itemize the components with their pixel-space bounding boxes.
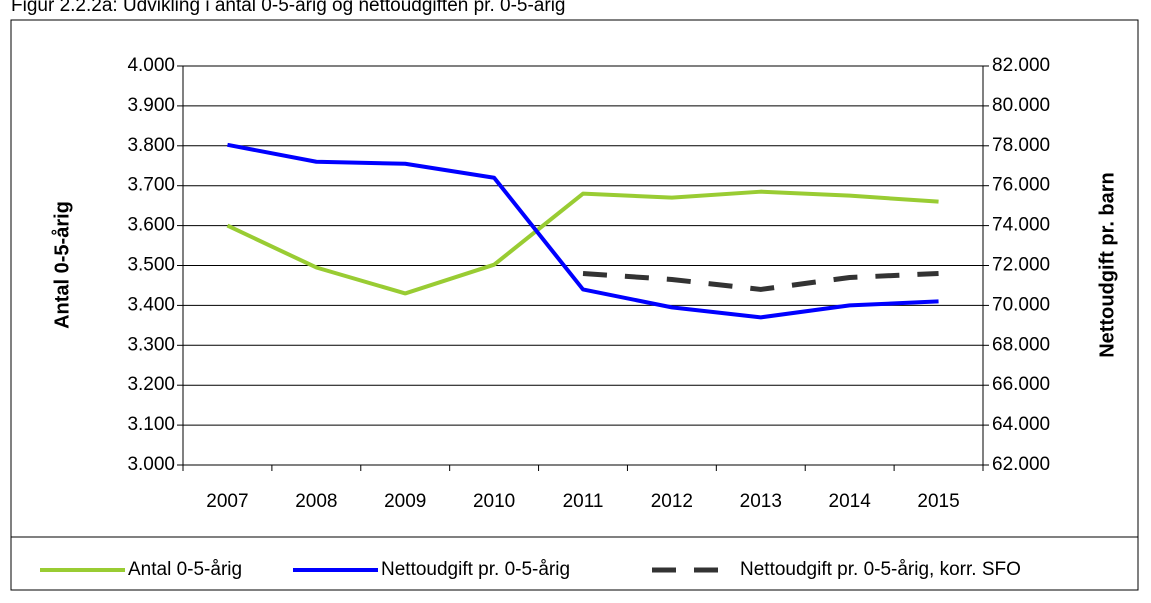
y-tick-label: 3.500: [127, 255, 175, 276]
y2-axis-label: Nettoudgift pr. barn: [1096, 172, 1118, 358]
series-line: [227, 142, 939, 320]
x-tick-label: 2009: [384, 491, 426, 512]
y2-tick-label: 82.000: [992, 55, 1050, 76]
x-tick-label: 2014: [829, 491, 872, 512]
y-tick-label: 3.200: [127, 374, 175, 395]
y-tick-label: 3.600: [127, 215, 175, 236]
y2-tick-label: 78.000: [992, 135, 1050, 156]
y-tick-label: 3.100: [127, 414, 175, 435]
legend-label: Nettoudgift pr. 0-5-årig, korr. SFO: [740, 559, 1021, 580]
x-tick-label: 2013: [740, 491, 782, 512]
y2-tick-label: 68.000: [992, 334, 1050, 355]
x-tick-label: 2010: [473, 491, 515, 512]
series-line: [582, 270, 939, 292]
series-line: [226, 189, 939, 296]
y2-tick-label: 62.000: [992, 454, 1050, 475]
chart-title: Figur 2.2.2a: Udvikling i antal 0-5-årig…: [11, 0, 565, 16]
y2-tick-label: 76.000: [992, 175, 1050, 196]
y-tick-label: 3.000: [127, 454, 175, 475]
y2-tick-label: 70.000: [992, 294, 1050, 315]
x-tick-label: 2015: [917, 491, 959, 512]
y-tick-label: 3.700: [127, 175, 175, 196]
y2-tick-label: 64.000: [992, 414, 1050, 435]
y-tick-label: 3.300: [127, 334, 175, 355]
x-tick-label: 2012: [651, 491, 693, 512]
y2-tick-label: 66.000: [992, 374, 1050, 395]
y-tick-label: 3.400: [127, 294, 175, 315]
y-tick-label: 3.800: [127, 135, 175, 156]
legend-label: Antal 0-5-årig: [128, 559, 242, 580]
x-tick-label: 2011: [563, 491, 604, 512]
y-tick-label: 4.000: [127, 55, 175, 76]
legend-box: [10, 536, 1139, 591]
y2-tick-label: 80.000: [992, 95, 1050, 116]
y-tick-label: 3.900: [127, 95, 175, 116]
x-tick-label: 2007: [206, 491, 248, 512]
y-axis-label: Antal 0-5-årig: [50, 201, 73, 329]
y2-tick-label: 72.000: [992, 255, 1050, 276]
x-tick-label: 2008: [295, 491, 337, 512]
y2-tick-label: 74.000: [992, 215, 1050, 236]
legend-label: Nettoudgift pr. 0-5-årig: [381, 559, 570, 580]
